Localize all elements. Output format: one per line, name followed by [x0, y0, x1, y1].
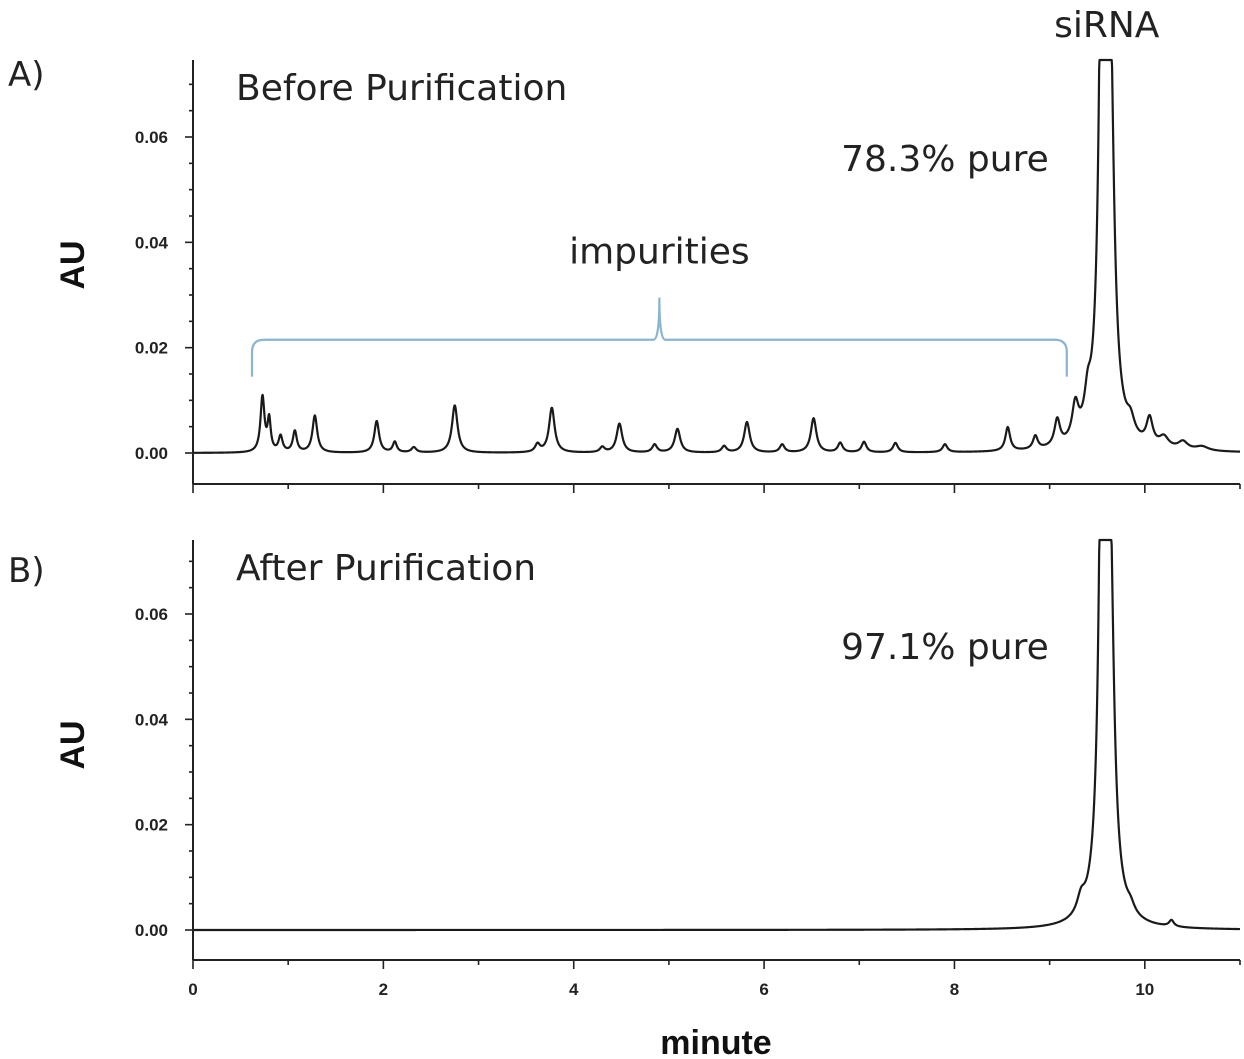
panel-b-label: B) [8, 551, 45, 591]
y-tick-label: 0.02 [135, 339, 168, 358]
impurities-bracket [250, 297, 1068, 377]
annotation: impurities [569, 231, 750, 272]
annotation: 78.3% pure [841, 139, 1049, 180]
x-tick-label: 8 [950, 980, 959, 999]
panel-a-title: Before Purification [236, 68, 567, 109]
panel-b-x-tick-labels: 0 2 4 6 8 10 [188, 980, 1154, 999]
panel-b-annotations: 97.1% pure [841, 627, 1049, 668]
panel-a-trace [192, 58, 1241, 454]
panel-b: B) After Purification AU 0.000.020.040.0… [8, 538, 1241, 1059]
x-tick-label: 4 [569, 980, 579, 999]
panel-b-ticks: 0.00 0.02 0.04 0.06 [135, 560, 1241, 969]
x-axis-label: minute [660, 1024, 771, 1059]
y-tick-label: 0.02 [135, 816, 168, 835]
y-tick-label: 0.04 [135, 710, 169, 729]
annotation: 97.1% pure [841, 627, 1049, 668]
y-tick-label: 0.06 [135, 128, 168, 147]
x-tick-label: 2 [379, 980, 388, 999]
panel-a-y-axis-label: AU [54, 240, 92, 289]
panel-b-trace [192, 538, 1241, 932]
panel-b-title: After Purification [236, 548, 536, 589]
y-tick-label: 0.00 [135, 444, 168, 463]
panel-a-annotations: impurities 78.3% pure siRNA [569, 5, 1160, 272]
y-tick-label: 0.06 [135, 605, 168, 624]
x-tick-label: 10 [1135, 980, 1154, 999]
x-tick-label: 6 [759, 980, 768, 999]
panel-a-label: A) [8, 55, 45, 95]
panel-b-y-axis-label: AU [54, 720, 92, 769]
panel-a-ticks: 0.00 0.02 0.04 0.06 [135, 83, 1241, 493]
x-tick-label: 0 [188, 980, 197, 999]
annotation: siRNA [1054, 5, 1160, 46]
panel-a: A) Before Purification AU 0.000.020.040.… [8, 5, 1241, 493]
y-tick-label: 0.04 [135, 233, 169, 252]
y-tick-label: 0.00 [135, 921, 168, 940]
